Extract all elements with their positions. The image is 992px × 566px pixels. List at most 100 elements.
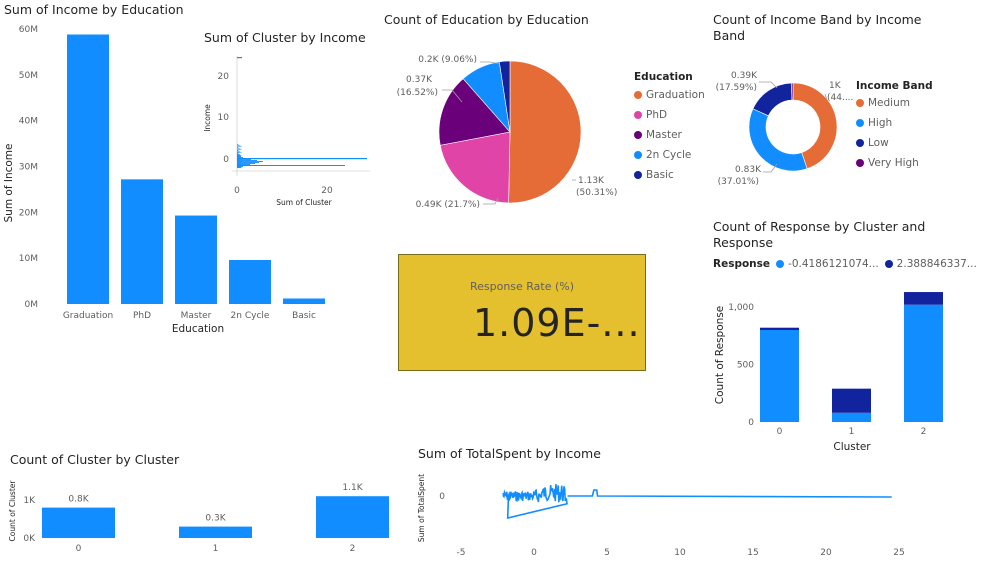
income-by-education-chart[interactable]: 0M 10M 20M 30M 40M 50M 60M Graduation PhD Master… bbox=[0, 18, 380, 338]
legend-dot bbox=[634, 131, 642, 139]
income-x-axis-title: Education bbox=[172, 323, 224, 335]
income-y-tick: 10M bbox=[19, 254, 38, 264]
totalspent-title: Sum of TotalSpent by Income bbox=[418, 446, 601, 461]
ci-bar bbox=[237, 150, 238, 151]
cluster-count-x-tick: 0 bbox=[76, 544, 82, 554]
totalspent-chart[interactable]: Sum of TotalSpent 0 -5 0 5 10 15 20 25 bbox=[412, 466, 912, 566]
cluster-count-x-tick: 1 bbox=[213, 544, 219, 554]
response-y-tick: 500 bbox=[737, 361, 754, 371]
ci-ytick: 10 bbox=[218, 113, 230, 123]
income-x-tick: PhD bbox=[133, 311, 151, 321]
cluster-count-x-tick: 2 bbox=[350, 544, 356, 554]
income-band-legend: Income Band Medium High Low Very High bbox=[856, 80, 933, 173]
legend-label: 2n Cycle bbox=[646, 149, 692, 161]
cluster-by-income-chart[interactable]: Income 20 10 0 0 20 Sum of Cluster bbox=[200, 48, 375, 213]
income-bar[interactable] bbox=[283, 298, 325, 305]
legend-item-2ncycle[interactable]: 2n Cycle bbox=[634, 145, 705, 165]
ci-ytick: 20 bbox=[218, 72, 230, 82]
response-bar-segment[interactable] bbox=[832, 388, 871, 413]
cluster-by-income-title: Sum of Cluster by Income bbox=[204, 30, 366, 45]
response-x-tick: 1 bbox=[849, 427, 855, 437]
ci-bar bbox=[237, 163, 255, 164]
totalspent-line bbox=[502, 484, 892, 520]
education-pie-chart[interactable]: 0.2K (9.06%) 0.37K (16.52%) 0.49K (21.7%… bbox=[380, 40, 630, 225]
ci-bar bbox=[237, 158, 367, 160]
cluster-income-y-title: Income bbox=[203, 104, 212, 132]
response-bar-segment[interactable] bbox=[832, 412, 871, 422]
income-x-tick: Master bbox=[181, 311, 212, 321]
income-band-title: Count of Income Band by Income Band bbox=[713, 12, 921, 44]
income-bar[interactable] bbox=[121, 179, 163, 304]
ci-bar bbox=[237, 165, 345, 166]
response-bar-segment[interactable] bbox=[904, 304, 943, 422]
edu-label-2ncycle: 0.2K (9.06%) bbox=[418, 55, 477, 65]
ts-x-tick: 10 bbox=[674, 548, 686, 558]
response-title-line1: Count of Response by Cluster and bbox=[713, 219, 926, 234]
legend-label: Low bbox=[868, 137, 889, 149]
response-legend-item-1[interactable]: 2.388846337... bbox=[896, 258, 977, 270]
response-legend: Response -0.4186121074... 2.388846337... bbox=[713, 258, 977, 270]
cluster-count-data-label: 0.8K bbox=[68, 495, 89, 505]
income-y-tick: 60M bbox=[19, 25, 38, 35]
response-rate-card[interactable]: Response Rate (%) 1.09E-... bbox=[398, 254, 646, 371]
income-y-tick: 20M bbox=[19, 208, 38, 218]
income-band-slice[interactable] bbox=[792, 82, 838, 170]
legend-item-medium[interactable]: Medium bbox=[856, 93, 933, 113]
response-bar-segment[interactable] bbox=[760, 327, 799, 330]
income-band-slice[interactable] bbox=[791, 82, 794, 101]
legend-item-phd[interactable]: PhD bbox=[634, 105, 705, 125]
ci-bar bbox=[237, 162, 259, 163]
response-legend-title: Response bbox=[713, 258, 771, 270]
response-x-tick: 2 bbox=[921, 427, 927, 437]
ci-bar bbox=[237, 157, 243, 158]
income-bar[interactable] bbox=[67, 34, 109, 305]
legend-item-graduation[interactable]: Graduation bbox=[634, 85, 705, 105]
response-bar-segment[interactable] bbox=[904, 292, 943, 305]
cluster-count-bar[interactable] bbox=[316, 496, 389, 538]
education-pie-slice[interactable] bbox=[439, 131, 511, 204]
edu-label-grad-count: 1.13K bbox=[578, 176, 605, 186]
legend-item-basic[interactable]: Basic bbox=[634, 165, 705, 185]
income-bar[interactable] bbox=[229, 260, 271, 304]
legend-dot bbox=[634, 171, 642, 179]
ts-x-tick: 0 bbox=[531, 548, 537, 558]
legend-item-master[interactable]: Master bbox=[634, 125, 705, 145]
response-x-title: Cluster bbox=[833, 441, 871, 453]
income-x-tick: Graduation bbox=[63, 311, 113, 321]
legend-label: High bbox=[868, 117, 893, 129]
legend-item-very-high[interactable]: Very High bbox=[856, 153, 933, 173]
cluster-count-data-label: 1.1K bbox=[342, 483, 363, 493]
cluster-count-y-tick: 0K bbox=[23, 534, 36, 544]
cluster-count-y-title: Count of Cluster bbox=[8, 480, 17, 542]
edu-label-master-count: 0.37K bbox=[406, 75, 433, 85]
band-label-low-pct: (17.59%) bbox=[716, 83, 757, 93]
legend-item-low[interactable]: Low bbox=[856, 133, 933, 153]
response-by-cluster-chart[interactable]: 0 500 1,000 0 1 2 Count of Response Cluster bbox=[706, 280, 986, 458]
ts-ytick: 0 bbox=[439, 492, 445, 502]
legend-item-high[interactable]: High bbox=[856, 113, 933, 133]
ci-bar bbox=[237, 166, 243, 167]
education-legend-title: Education bbox=[634, 71, 693, 83]
education-pie-slice[interactable] bbox=[498, 60, 511, 133]
income-band-slice[interactable] bbox=[752, 82, 793, 117]
cluster-count-bar[interactable] bbox=[42, 507, 115, 538]
income-band-donut-chart[interactable]: 0.39K (17.59%) 1K (44.... 0.83K (37.01%) bbox=[715, 60, 860, 192]
ci-bar bbox=[237, 159, 251, 160]
education-pie-slice[interactable] bbox=[508, 60, 582, 204]
response-legend-item-0[interactable]: -0.4186121074... bbox=[788, 258, 879, 270]
response-bar-segment[interactable] bbox=[760, 330, 799, 422]
response-by-cluster-title: Count of Response by Cluster and Respons… bbox=[713, 219, 925, 251]
income-x-tick: Basic bbox=[292, 311, 316, 321]
response-y-tick: 1,000 bbox=[728, 303, 754, 313]
income-bar[interactable] bbox=[175, 215, 217, 304]
legend-label: Basic bbox=[646, 169, 674, 181]
ci-bar bbox=[237, 160, 257, 161]
ci-bar bbox=[237, 161, 263, 162]
ts-x-tick: 5 bbox=[604, 548, 610, 558]
cluster-count-chart[interactable]: Count of Cluster 0K 1K 0.8K 0.3K 1.1K 0 1 2 bbox=[0, 474, 400, 564]
cluster-count-data-label: 0.3K bbox=[205, 514, 226, 524]
education-pie-title: Count of Education by Education bbox=[384, 12, 589, 27]
cluster-count-y-tick: 1K bbox=[23, 496, 36, 506]
income-band-slice[interactable] bbox=[748, 108, 808, 172]
cluster-count-bar[interactable] bbox=[179, 526, 252, 538]
